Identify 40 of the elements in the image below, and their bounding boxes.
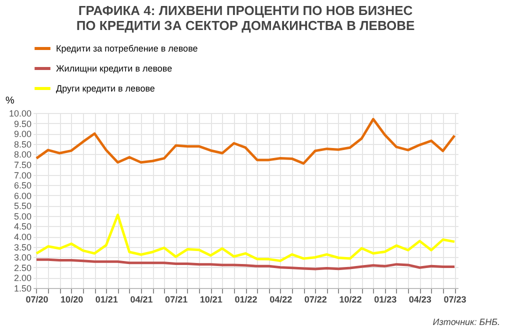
x-tick-label: 10/21	[200, 294, 222, 304]
y-tick-label: 8.00	[14, 150, 32, 160]
y-tick-label: 1.50	[14, 284, 32, 294]
line-series	[35, 118, 456, 165]
y-tick-label: 2.50	[14, 262, 32, 273]
x-tick-label: 07/20	[26, 294, 48, 304]
y-tick-label: 2.00	[14, 273, 32, 284]
y-tick-label: 7.50	[14, 160, 32, 170]
chart-title: ГРАФИКА 4: ЛИХВЕНИ ПРОЦЕНТИ ПО НОВ БИЗНЕС ПО КРЕДИТИ ЗА СЕКТОР ДОМАКИНСТВА В ЛЕВОВЕ	[76, 3, 415, 33]
line-series	[35, 214, 456, 262]
x-tick-label: 04/21	[130, 294, 153, 304]
y-tick-label: 9.00	[14, 129, 32, 140]
legend-label: Жилищни кредити в левове	[56, 64, 172, 74]
y-tick-label: 4.00	[14, 232, 32, 242]
y-tick-label: 7.00	[14, 170, 32, 180]
y-tick-label: 9.50	[14, 118, 32, 129]
x-tick-label: 04/22	[270, 294, 292, 304]
x-tick-label: 01/22	[234, 294, 258, 304]
y-tick-label: 5.00	[14, 211, 32, 222]
x-tick-label: 01/21	[95, 294, 118, 304]
legend-label: Други кредити в левове	[56, 84, 155, 94]
y-tick-label: 4.50	[14, 222, 32, 232]
line-series	[35, 258, 456, 270]
x-tick-label: 10/20	[60, 294, 84, 304]
y-tick-label: 10.00	[8, 108, 32, 118]
y-tick-label: 5.50	[14, 201, 32, 212]
x-tick-label: 07/21	[165, 294, 188, 304]
y-tick-label: 8.50	[14, 139, 32, 150]
x-tick-label: 04/23	[408, 294, 432, 304]
y-axis-title: %	[6, 96, 14, 106]
x-tick-label: 07/22	[304, 294, 327, 304]
y-tick-label: 6.00	[14, 190, 32, 201]
text: Източник: БНБ.	[432, 317, 500, 327]
y-tick-label: 3.00	[14, 252, 32, 263]
y-tick-label: 3.50	[14, 242, 32, 252]
x-tick-label: 10/22	[339, 294, 362, 304]
x-tick-label: 01/23	[374, 294, 397, 304]
y-tick-label: 6.50	[14, 180, 32, 191]
x-tick-label: 07/23	[444, 294, 466, 304]
legend-label: Кредити за потребление в левове	[56, 44, 198, 54]
